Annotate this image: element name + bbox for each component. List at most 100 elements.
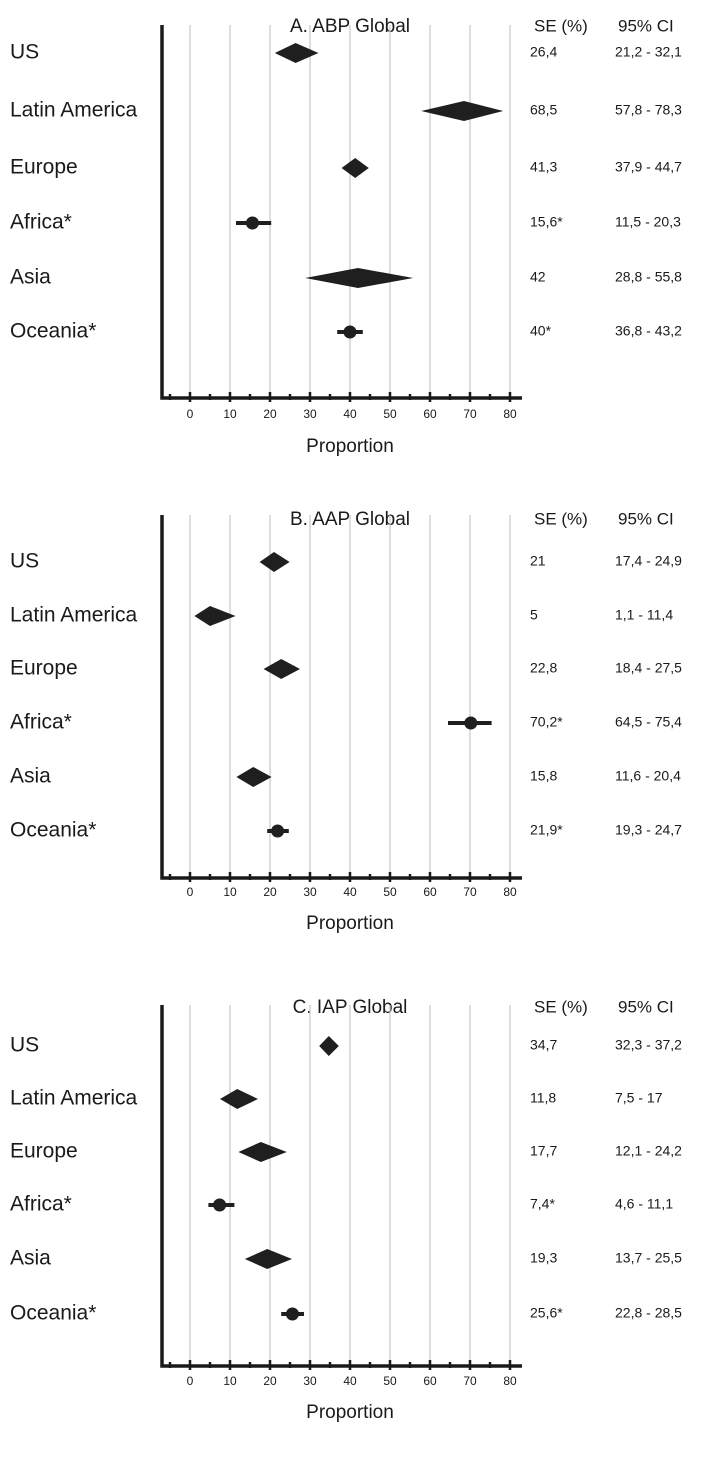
ci-value: 32,3 - 37,2 — [615, 1037, 682, 1053]
estimate-diamond — [421, 101, 504, 121]
estimate-diamond — [305, 268, 414, 288]
forest-row: Europe 41,3 37,9 - 44,7 — [10, 156, 682, 179]
estimate-value: 15,8 — [530, 768, 557, 784]
tick-label: 50 — [383, 407, 397, 421]
axis-lines — [160, 1005, 522, 1368]
tick-label: 30 — [303, 407, 317, 421]
estimate-point — [285, 1307, 299, 1321]
tick-label: 40 — [343, 885, 357, 899]
tick-label: 70 — [463, 885, 477, 899]
estimate-column-header: SE (%) — [534, 509, 588, 528]
forest-row: Europe 17,7 12,1 - 24,2 — [10, 1140, 682, 1163]
tick-label: 40 — [343, 1374, 357, 1388]
forest-row: US 21 17,4 - 24,9 — [10, 550, 682, 573]
forest-row: Africa* 15,6* 11,5 - 20,3 — [10, 211, 681, 234]
estimate-value: 40* — [530, 323, 552, 339]
ci-column-header: 95% CI — [618, 509, 674, 528]
ci-value: 4,6 - 11,1 — [615, 1196, 673, 1212]
estimate-diamond — [194, 606, 236, 626]
tick-label: 80 — [503, 885, 517, 899]
ci-value: 28,8 - 55,8 — [615, 269, 682, 285]
tick-label: 80 — [503, 1374, 517, 1388]
tick-label: 10 — [223, 885, 237, 899]
region-label: Oceania* — [10, 819, 96, 842]
forest-panel-1: A. ABP Global SE (%) 95% CI0 10 20 30 40 50 60 70… — [10, 16, 682, 457]
region-label: Asia — [10, 266, 51, 289]
estimate-value: 41,3 — [530, 159, 557, 175]
ci-value: 19,3 - 24,7 — [615, 822, 682, 838]
region-label: Latin America — [10, 604, 138, 627]
region-label: Asia — [10, 765, 51, 788]
ci-value: 12,1 - 24,2 — [615, 1143, 682, 1159]
forest-row: Europe 22,8 18,4 - 27,5 — [10, 657, 682, 680]
region-label: Oceania* — [10, 320, 96, 343]
estimate-value: 15,6* — [530, 214, 563, 230]
ci-column-header: 95% CI — [618, 16, 674, 35]
forest-row: Latin America 5 1,1 - 11,4 — [10, 604, 673, 627]
ci-value: 22,8 - 28,5 — [615, 1305, 682, 1321]
region-label: Europe — [10, 657, 78, 680]
region-label: Oceania* — [10, 1302, 96, 1325]
region-label: Africa* — [10, 1193, 72, 1216]
tick-label: 0 — [187, 407, 194, 421]
tick-label: 10 — [223, 1374, 237, 1388]
estimate-value: 19,3 — [530, 1250, 557, 1266]
estimate-value: 21,9* — [530, 822, 563, 838]
forest-row: Asia 19,3 13,7 - 25,5 — [10, 1247, 682, 1270]
estimate-diamond — [238, 1142, 287, 1162]
estimate-point — [464, 716, 478, 730]
estimate-value: 42 — [530, 269, 546, 285]
tick-label: 60 — [423, 407, 437, 421]
ci-value: 21,2 - 32,1 — [615, 44, 682, 60]
estimate-value: 11,8 — [530, 1090, 556, 1106]
region-label: Latin America — [10, 99, 138, 122]
region-label: US — [10, 550, 39, 573]
tick-label: 30 — [303, 885, 317, 899]
ci-value: 64,5 - 75,4 — [615, 714, 682, 730]
estimate-value: 21 — [530, 553, 546, 569]
region-label: US — [10, 41, 39, 64]
forest-panel-3: C. IAP Global SE (%) 95% CI0 10 20 30 40 50 60 70… — [10, 997, 682, 1423]
region-label: US — [10, 1034, 39, 1057]
region-label: Europe — [10, 156, 78, 179]
tick-label: 0 — [187, 885, 194, 899]
x-axis-label: Proportion — [306, 1402, 394, 1423]
ci-value: 7,5 - 17 — [615, 1090, 663, 1106]
estimate-point — [213, 1198, 227, 1212]
estimate-value: 7,4* — [530, 1196, 555, 1212]
tick-label: 60 — [423, 1374, 437, 1388]
forest-row: Oceania* 25,6* 22,8 - 28,5 — [10, 1302, 682, 1325]
estimate-value: 68,5 — [530, 102, 557, 118]
tick-label: 50 — [383, 885, 397, 899]
forest-row: Latin America 68,5 57,8 - 78,3 — [10, 99, 682, 122]
estimate-diamond — [244, 1249, 292, 1269]
tick-label: 20 — [263, 885, 277, 899]
region-label: Europe — [10, 1140, 78, 1163]
forest-row: Oceania* 21,9* 19,3 - 24,7 — [10, 819, 682, 842]
estimate-diamond — [263, 659, 300, 679]
estimate-diamond — [259, 552, 290, 572]
forest-row: Africa* 70,2* 64,5 - 75,4 — [10, 711, 682, 734]
ci-column-header: 95% CI — [618, 997, 674, 1016]
ci-value: 1,1 - 11,4 — [615, 607, 673, 623]
estimate-value: 25,6* — [530, 1305, 563, 1321]
estimate-value: 26,4 — [530, 44, 557, 60]
ci-value: 11,5 - 20,3 — [615, 214, 681, 230]
estimate-value: 17,7 — [530, 1143, 557, 1159]
forest-panel-2: B. AAP Global SE (%) 95% CI0 10 20 30 40 50 60 70… — [10, 509, 682, 934]
ci-value: 57,8 - 78,3 — [615, 102, 682, 118]
estimate-point — [245, 216, 259, 230]
estimate-column-header: SE (%) — [534, 16, 588, 35]
axis-lines — [160, 515, 522, 880]
tick-label: 0 — [187, 1374, 194, 1388]
forest-row: Asia 42 28,8 - 55,8 — [10, 266, 682, 289]
estimate-diamond — [341, 158, 369, 178]
estimate-column-header: SE (%) — [534, 997, 588, 1016]
forest-row: Asia 15,8 11,6 - 20,4 — [10, 765, 681, 788]
tick-label: 50 — [383, 1374, 397, 1388]
tick-label: 30 — [303, 1374, 317, 1388]
tick-label: 70 — [463, 1374, 477, 1388]
ci-value: 18,4 - 27,5 — [615, 660, 682, 676]
forest-row: US 26,4 21,2 - 32,1 — [10, 41, 682, 64]
